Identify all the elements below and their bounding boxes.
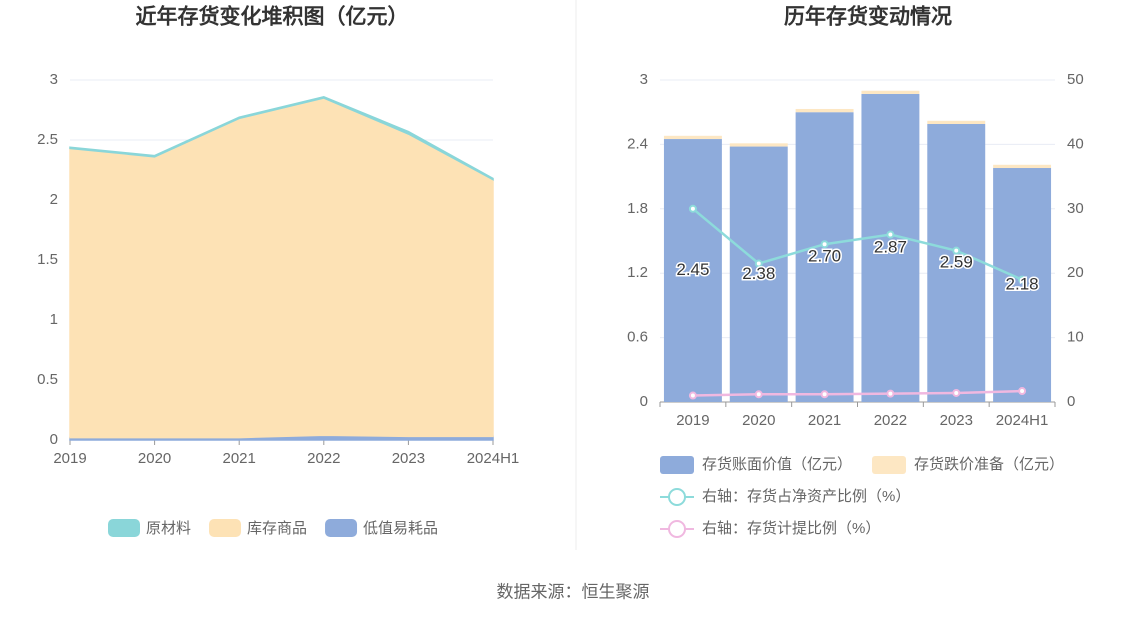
point: [1018, 275, 1027, 284]
legend-swatch: [660, 456, 694, 474]
point: [952, 388, 961, 397]
bar: [861, 90, 920, 94]
y-tick-label: 1.2: [627, 264, 648, 281]
y2-tick-label: 20: [1067, 264, 1084, 281]
point: [754, 259, 763, 268]
point: [820, 240, 829, 249]
x-tick-label: 2023: [392, 450, 425, 467]
x-tick-label: 2023: [940, 412, 973, 429]
bar: [663, 135, 722, 140]
point: [754, 390, 763, 399]
bar: [993, 164, 1052, 169]
legend-swatch: [325, 519, 358, 537]
y-tick-label: 0.6: [627, 329, 648, 346]
point: [952, 246, 961, 255]
y-tick-label: 1.8: [627, 200, 648, 217]
legend-swatch: [872, 456, 907, 474]
point: [688, 204, 697, 213]
legend-label: 存货账面价值（亿元）: [702, 456, 852, 473]
bar: [927, 120, 986, 125]
legend-marker: [668, 488, 686, 506]
legend-swatch: [209, 519, 242, 537]
y-tick-label: 0: [50, 431, 58, 448]
x-tick-label: 2021: [808, 412, 841, 429]
x-tick-label: 2020: [742, 412, 775, 429]
y-tick-label: 0: [640, 393, 648, 410]
chart-title: 近年存货变化堆积图（亿元）: [136, 5, 409, 29]
bar: [993, 168, 1052, 402]
legend-label: 右轴：存货计提比例（%）: [702, 520, 880, 537]
data-label: 2.87: [874, 237, 907, 256]
x-tick-label: 2019: [676, 412, 709, 429]
y2-tick-label: 30: [1067, 200, 1084, 217]
point: [688, 391, 697, 400]
x-tick-label: 2020: [138, 450, 171, 467]
y-tick-label: 1.5: [37, 251, 58, 268]
legend-label: 库存商品: [247, 520, 307, 537]
chart-title: 历年存货变动情况: [784, 5, 952, 29]
data-label: 2.18: [1006, 274, 1039, 293]
y2-tick-label: 40: [1067, 135, 1084, 152]
data-label: 2.38: [742, 264, 775, 283]
point: [1018, 387, 1027, 396]
data-label: 2.59: [940, 252, 973, 271]
bar: [663, 139, 722, 403]
legend-marker: [668, 520, 686, 538]
data-label: 2.45: [676, 260, 709, 279]
line: [692, 207, 1023, 281]
bar: [729, 143, 788, 147]
point: [886, 389, 895, 398]
y-tick-label: 1: [50, 311, 58, 328]
y2-tick-label: 50: [1067, 71, 1084, 88]
y2-tick-label: 0: [1067, 393, 1075, 410]
area: [69, 97, 494, 439]
y-tick-label: 3: [640, 71, 648, 88]
x-tick-label: 2024H1: [467, 450, 520, 467]
legend-swatch: [108, 519, 140, 537]
y-tick-label: 0.5: [37, 371, 58, 388]
data-label: 2.70: [808, 247, 841, 266]
bar: [729, 146, 788, 402]
x-tick-label: 2021: [223, 450, 256, 467]
x-tick-label: 2022: [307, 450, 340, 467]
y-tick-label: 2.4: [627, 135, 648, 152]
legend-label: 原材料: [146, 520, 191, 537]
y-tick-label: 2.5: [37, 131, 58, 148]
y2-tick-label: 10: [1067, 329, 1084, 346]
bar: [795, 108, 854, 113]
y-tick-label: 3: [50, 71, 58, 88]
area: [69, 96, 494, 181]
bar: [861, 93, 920, 402]
x-tick-label: 2019: [53, 450, 86, 467]
legend-label: 右轴：存货占净资产比例（%）: [702, 488, 910, 505]
point: [820, 390, 829, 399]
y-tick-label: 2: [50, 191, 58, 208]
x-tick-label: 2024H1: [996, 412, 1049, 429]
source: 数据来源：恒生聚源: [497, 582, 650, 601]
x-tick-label: 2022: [874, 412, 907, 429]
legend-label: 存货跌价准备（亿元）: [914, 456, 1064, 473]
point: [886, 230, 895, 239]
line: [692, 389, 1023, 397]
legend-label: 低值易耗品: [363, 520, 438, 537]
bar: [795, 112, 854, 402]
bar: [927, 124, 986, 403]
